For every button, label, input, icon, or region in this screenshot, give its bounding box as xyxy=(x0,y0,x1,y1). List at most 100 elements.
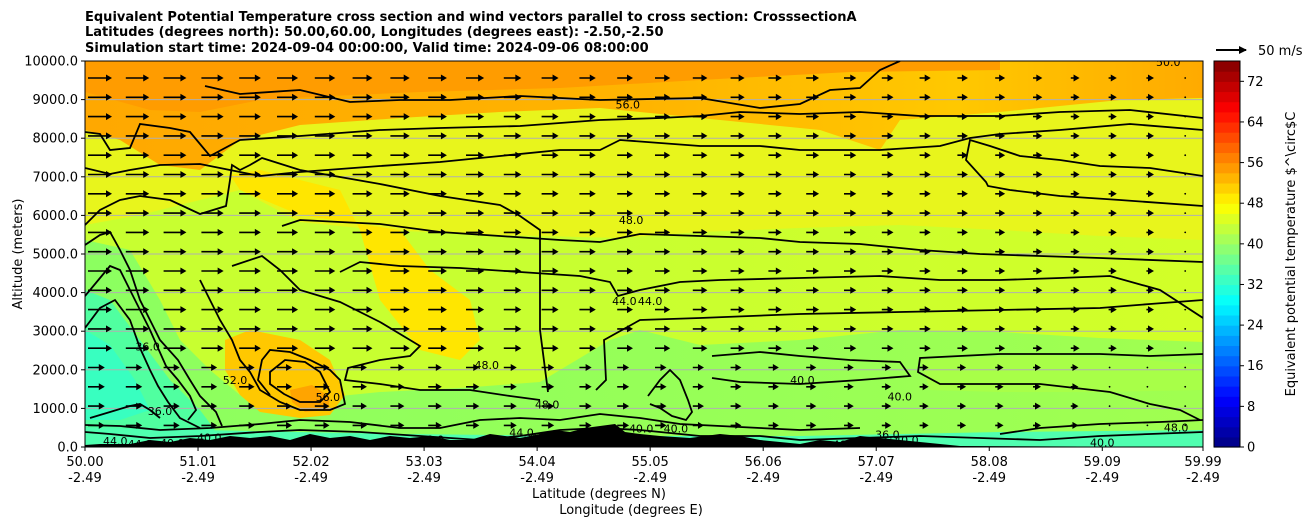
wind-arrow-314 xyxy=(617,267,633,275)
wind-arrow-563 xyxy=(957,421,967,429)
title-line-2: Latitudes (degrees north): 50.00,60.00, … xyxy=(85,25,664,40)
wind-arrow-57 xyxy=(1108,93,1117,101)
wind-arrow-444 xyxy=(995,344,1006,352)
wind-dot-389 xyxy=(1184,308,1187,311)
wind-arrow-560 xyxy=(844,421,854,429)
wind-arrow-66 xyxy=(314,113,336,121)
wind-arrow-324 xyxy=(995,267,1006,275)
wind-arrow-123 xyxy=(201,151,224,159)
wind-arrow-118 xyxy=(1146,132,1154,140)
wind-arrow-237 xyxy=(1108,209,1117,217)
wind-arrow-68 xyxy=(390,113,410,121)
wind-arrow-6 xyxy=(314,74,336,82)
wind-arrow-166 xyxy=(692,171,708,178)
wind-arrow-362 xyxy=(163,306,187,314)
wind-arrow-320 xyxy=(844,267,857,275)
wind-dot-119 xyxy=(1184,135,1187,137)
wind-arrow-309 xyxy=(428,267,447,275)
wind-arrow-424 xyxy=(239,344,261,352)
wind-arrow-75 xyxy=(655,113,671,121)
x-axis: 50.00-2.4951.01-2.4952.02-2.4953.03-2.49… xyxy=(66,447,1222,486)
wind-arrow-374 xyxy=(617,306,633,314)
wind-arrow-372 xyxy=(541,306,559,314)
wind-arrow-28 xyxy=(1146,74,1154,82)
wind-arrow-62 xyxy=(163,113,187,121)
wind-arrow-221 xyxy=(503,209,522,217)
wind-arrow-20 xyxy=(844,74,857,82)
wind-arrow-63 xyxy=(201,113,224,121)
wind-arrow-327 xyxy=(1108,267,1117,275)
wind-arrow-312 xyxy=(541,267,559,275)
wind-arrow-450 xyxy=(88,364,105,371)
wind-arrow-95 xyxy=(277,132,299,140)
wind-arrow-248 xyxy=(390,228,410,236)
wind-arrow-106 xyxy=(692,132,708,140)
wind-arrow-39 xyxy=(428,93,447,101)
wind-arrow-416 xyxy=(1070,325,1080,333)
wind-arrow-224 xyxy=(617,209,633,217)
wind-arrow-501 xyxy=(881,383,892,391)
wind-arrow-17 xyxy=(730,74,745,82)
wind-arrow-142 xyxy=(919,151,931,159)
wind-arrow-337 xyxy=(352,286,373,294)
colorbar-band-16 xyxy=(1214,274,1240,286)
wind-arrow-87 xyxy=(1108,113,1117,121)
wind-arrow-342 xyxy=(541,286,559,294)
wind-arrow-541 xyxy=(125,421,143,429)
wind-arrow-525 xyxy=(655,402,667,410)
wind-arrow-454 xyxy=(239,364,255,371)
colorbar-band-12 xyxy=(1214,314,1240,326)
wind-arrow-305 xyxy=(277,267,299,275)
title-line-1: Equivalent Potential Temperature cross s… xyxy=(85,10,857,25)
colorbar-band-3 xyxy=(1214,406,1240,418)
wind-arrow-201 xyxy=(881,190,894,198)
wind-arrow-233 xyxy=(957,209,968,217)
x-tick-lon-7: -2.49 xyxy=(859,471,893,486)
wind-arrow-530 xyxy=(844,402,854,410)
wind-arrow-74 xyxy=(617,113,633,121)
wind-arrow-216 xyxy=(314,209,336,217)
wind-arrow-38 xyxy=(390,93,410,101)
wind-arrow-335 xyxy=(277,286,299,294)
wind-arrow-115 xyxy=(1033,132,1043,140)
wind-dot-567 xyxy=(1108,424,1111,427)
wind-arrow-543 xyxy=(201,421,218,429)
wind-arrow-491 xyxy=(503,383,517,391)
wind-arrow-348 xyxy=(768,286,782,294)
wind-arrow-189 xyxy=(428,190,447,198)
wind-arrow-97 xyxy=(352,132,373,140)
wind-arrow-259 xyxy=(806,228,820,236)
wind-arrow-464 xyxy=(617,364,630,371)
wind-arrow-418 xyxy=(1146,325,1154,333)
wind-arrow-485 xyxy=(277,383,293,391)
wind-arrow-52 xyxy=(919,93,931,101)
wind-arrow-206 xyxy=(1070,190,1080,198)
wind-arrow-230 xyxy=(844,209,857,217)
wind-arrow-72 xyxy=(541,113,559,121)
wind-arrow-291 xyxy=(881,248,894,256)
wind-arrow-512 xyxy=(163,402,180,410)
wind-arrow-410 xyxy=(844,325,857,333)
wind-arrow-481 xyxy=(125,383,143,391)
wind-arrow-111 xyxy=(881,132,894,140)
colorbar-band-22 xyxy=(1214,213,1240,225)
field-warm-core xyxy=(290,385,330,412)
wind-arrow-192 xyxy=(541,190,559,198)
wind-arrow-396 xyxy=(314,325,336,333)
colorbar-band-0 xyxy=(1214,436,1240,448)
wind-arrow-513 xyxy=(201,402,218,410)
wind-dot-507 xyxy=(1108,385,1111,388)
wind-arrow-113 xyxy=(957,132,968,140)
wind-arrow-64 xyxy=(239,113,261,121)
wind-arrow-117 xyxy=(1108,132,1117,140)
wind-arrow-278 xyxy=(390,248,410,256)
wind-arrow-205 xyxy=(1033,190,1043,198)
wind-arrow-425 xyxy=(277,344,299,352)
wind-arrow-212 xyxy=(163,209,187,217)
wind-arrow-134 xyxy=(617,151,633,159)
wind-arrow-357 xyxy=(1108,286,1117,294)
wind-dot-568 xyxy=(1146,424,1149,427)
x-tick-lon-4: -2.49 xyxy=(520,471,554,486)
wind-arrow-161 xyxy=(503,171,522,178)
wind-arrow-112 xyxy=(919,132,931,140)
